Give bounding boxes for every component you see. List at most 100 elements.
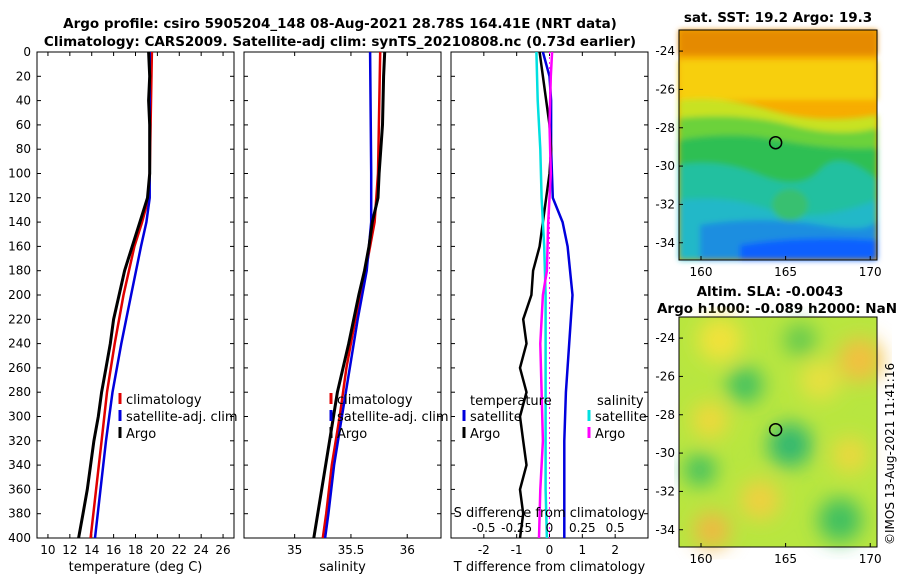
map-y-tick-label: -26 (655, 82, 675, 96)
legend-label: satellite (470, 410, 522, 425)
s-axis-label: S difference from climatology (454, 506, 646, 521)
y-tick-label: 0 (23, 45, 31, 59)
legend-title-salinity: salinity (597, 394, 644, 409)
x-tick-label: 22 (172, 543, 187, 557)
plot-frame (36, 51, 235, 539)
sst-map-title: sat. SST: 19.2 Argo: 19.3 (684, 10, 872, 26)
figure-title-line1: Argo profile: csiro 5905204_148 08-Aug-2… (63, 16, 617, 32)
x-tick-label: 10 (40, 543, 55, 557)
x-tick-label: 36 (400, 543, 415, 557)
x-tick-label: 1 (579, 543, 587, 557)
x-axis-label: salinity (319, 560, 366, 575)
y-tick-label: 60 (16, 118, 31, 132)
x-tick-label: 2 (611, 543, 619, 557)
x-tick-label: 14 (84, 543, 99, 557)
y-tick-label: 120 (8, 191, 31, 205)
sla-map (678, 316, 882, 548)
diff-line-salinity-satellite (535, 52, 549, 538)
s-tick-label: -0.25 (501, 521, 532, 535)
salinity-panel: 35 35.5 36 salinity climatology satellite-adj… (243, 51, 449, 575)
x-tick-label: 26 (215, 543, 230, 557)
map-y-tick-label: -34 (655, 523, 675, 537)
figure-title-line2: Climatology: CARS2009. Satellite-adj cli… (44, 34, 636, 50)
s-tick-label: -0.5 (472, 521, 495, 535)
map-x-tick-label: 160 (690, 265, 713, 279)
x-tick-label: -2 (478, 543, 490, 557)
legend-label: Argo (126, 427, 156, 442)
x-tick-label: 18 (128, 543, 143, 557)
copyright-label: ©IMOS 13-Aug-2021 11:41:16 (883, 363, 897, 545)
y-tick-label: 180 (8, 264, 31, 278)
map-y-tick-label: -34 (655, 236, 675, 250)
y-tick-label: 140 (8, 215, 31, 229)
map-x-tick-label: 165 (774, 552, 797, 566)
y-tick-label: 340 (8, 458, 31, 472)
sla-map-title-line1: Altim. SLA: -0.0043 (697, 284, 844, 300)
map-x-tick-label: 160 (690, 552, 713, 566)
y-tick-label: 400 (8, 531, 31, 545)
x-tick-label: 24 (194, 543, 209, 557)
series-line-climatology (321, 52, 382, 538)
series-group (77, 52, 154, 538)
y-tick-label: 160 (8, 239, 31, 253)
legend-label: satellite-adj. clim (337, 410, 449, 425)
argo-position-marker (768, 422, 783, 437)
map-y-tick-label: -32 (655, 197, 675, 211)
x-tick-label: 35.5 (338, 543, 365, 557)
x-tick-label: -1 (511, 543, 523, 557)
series-line-argo (77, 52, 152, 538)
diff-line-salinity-argo (537, 52, 554, 538)
y-tick-label: 200 (8, 288, 31, 302)
argo-position-marker (768, 135, 783, 150)
map-x-tick-label: 170 (859, 265, 882, 279)
sst-map (678, 29, 878, 261)
s-tick-label: 0.25 (569, 521, 596, 535)
x-tick-label: 35 (287, 543, 302, 557)
x-axis-label: T difference from climatology (453, 560, 646, 575)
map-y-tick-label: -30 (655, 446, 675, 460)
series-line-satellite-adj--clim (323, 52, 373, 538)
map-y-tick-label: -26 (655, 369, 675, 383)
s-tick-label: 0.5 (606, 521, 625, 535)
legend-label: climatology (126, 393, 202, 408)
x-tick-label: 12 (62, 543, 77, 557)
y-tick-label: 80 (16, 142, 31, 156)
map-x-tick-label: 165 (774, 265, 797, 279)
map-y-tick-label: -24 (655, 44, 675, 58)
x-tick-label: 20 (150, 543, 165, 557)
s-tick-label: 0 (546, 521, 554, 535)
map-axes: 160 165 170 -24 -26 -28 -30 -32 -34 160 165 170 -24 -… (655, 44, 881, 566)
temperature-panel: 0 20 40 60 80 100 120 140 160 180 200 220 240 260 280 3… (8, 45, 238, 575)
map-y-tick-label: -28 (655, 121, 675, 135)
map-y-tick-label: -32 (655, 484, 675, 498)
y-tick-label: 40 (16, 94, 31, 108)
y-tick-label: 260 (8, 361, 31, 375)
y-tick-label: 380 (8, 507, 31, 521)
x-axis-label: temperature (deg C) (69, 560, 203, 575)
y-tick-label: 320 (8, 434, 31, 448)
legend-label: satellite-adj. clim (126, 410, 238, 425)
x-tick-label: 16 (106, 543, 121, 557)
map-y-tick-label: -28 (655, 408, 675, 422)
legend-label: Argo (337, 427, 367, 442)
y-tick-label: 20 (16, 69, 31, 83)
y-tick-label: 220 (8, 312, 31, 326)
map-y-tick-label: -24 (655, 331, 675, 345)
y-tick-label: 240 (8, 337, 31, 351)
legend-label: satellite (595, 410, 647, 425)
y-tick-label: 100 (8, 167, 31, 181)
difference-panel: -2 -1 0 1 2 T difference from climatology -0.5… (450, 51, 649, 575)
plot-frame (243, 51, 442, 539)
legend-title-temperature: temperature (470, 394, 552, 409)
x-tick-label: 0 (546, 543, 554, 557)
legend-label: climatology (337, 393, 413, 408)
y-tick-label: 360 (8, 482, 31, 496)
y-tick-label: 280 (8, 385, 31, 399)
series-group (518, 52, 574, 538)
y-tick-label: 300 (8, 410, 31, 424)
sla-map-title-line2: Argo h1000: -0.089 h2000: NaN (657, 301, 897, 317)
map-y-tick-label: -30 (655, 159, 675, 173)
legend-label: Argo (595, 427, 625, 442)
legend-label: Argo (470, 427, 500, 442)
